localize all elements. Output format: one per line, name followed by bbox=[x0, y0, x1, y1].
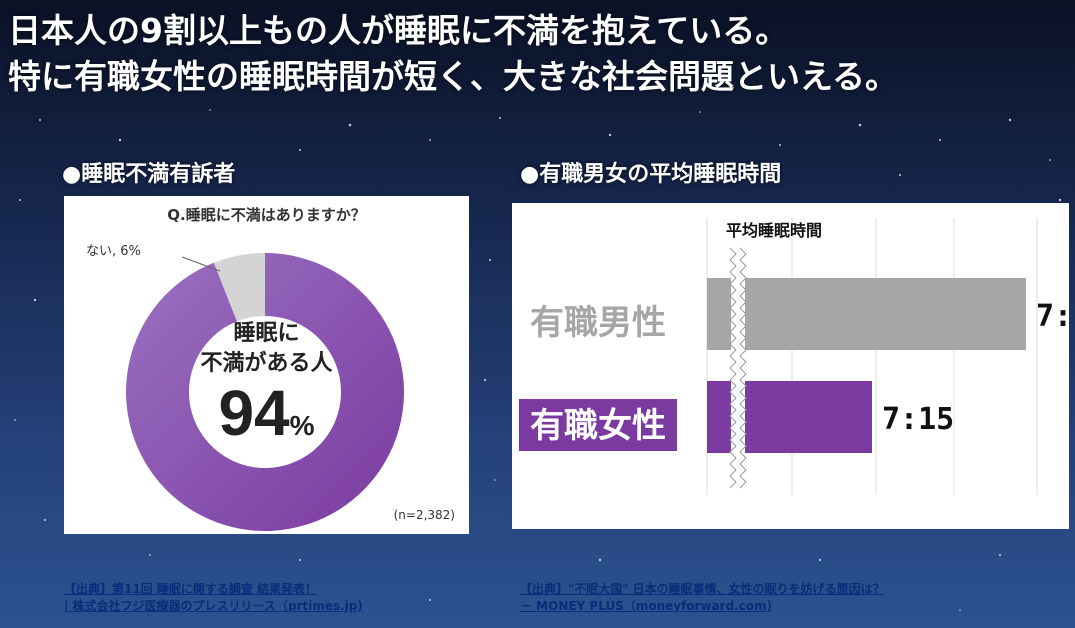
bar-chart: 有職男性 7:29 有職女性 7:15 平均睡眠時間 bbox=[519, 218, 1069, 495]
donut-chart bbox=[126, 253, 404, 531]
value-label-male: 7:29 bbox=[1036, 299, 1069, 334]
donut-hole bbox=[191, 318, 339, 466]
source-left-line-2[interactable]: | 株式会社フジ医療器のプレスリリース（prtimes.jp) bbox=[64, 599, 363, 613]
left-section-title: ●睡眠不満有訴者 bbox=[62, 162, 236, 187]
no-slice-label: ない, 6% bbox=[86, 244, 141, 259]
category-label-male: 有職男性 bbox=[530, 303, 666, 343]
donut-center-unit: % bbox=[289, 410, 315, 441]
source-citation-left[interactable]: 【出典】第11回 睡眠に関する調査 結果発表！ | 株式会社フジ医療器のプレスリ… bbox=[64, 581, 363, 615]
donut-slice-no bbox=[213, 253, 265, 322]
donut-slice-dissatisfied bbox=[126, 253, 404, 531]
source-right-line-1[interactable]: 【出典】"不眠大国" 日本の睡眠事情、女性の眠りを妨げる原因は？ bbox=[520, 582, 885, 596]
axis-break-zigzag-left bbox=[729, 247, 737, 489]
donut-chart-panel: Q.睡眠に不満はありますか？ ない, 6% 睡眠に 不満がある人 94% (n=… bbox=[64, 196, 469, 534]
headline-line-1: 日本人の9割以上もの人が睡眠に不満を抱えている。 bbox=[8, 11, 789, 50]
donut-center-value: 94 bbox=[218, 377, 290, 449]
bar-chart-panel: 有職男性 7:29 有職女性 7:15 平均睡眠時間 bbox=[512, 203, 1069, 529]
source-right-line-2[interactable]: － MONEY PLUS（moneyforward.com) bbox=[520, 599, 773, 613]
category-label-female: 有職女性 bbox=[530, 406, 666, 446]
axis-break-band bbox=[731, 248, 745, 485]
value-label-female: 7:15 bbox=[882, 402, 954, 437]
right-section-title: ●有職男女の平均睡眠時間 bbox=[520, 162, 782, 187]
donut-center-percent: 94% bbox=[64, 376, 469, 450]
survey-question: Q.睡眠に不満はありますか？ bbox=[167, 206, 366, 224]
headline: 日本人の9割以上もの人が睡眠に不満を抱えている。 特に有職女性の睡眠時間が短く、… bbox=[8, 8, 1068, 100]
source-left-line-1[interactable]: 【出典】第11回 睡眠に関する調査 結果発表！ bbox=[64, 582, 318, 596]
no-slice-leader-line bbox=[181, 256, 221, 272]
headline-line-2: 特に有職女性の睡眠時間が短く、大きな社会問題といえる。 bbox=[8, 57, 899, 96]
axis-break-zigzag-right bbox=[739, 247, 747, 489]
donut-center-line-2: 不満がある人 bbox=[200, 351, 333, 376]
category-label-bg-female bbox=[519, 399, 677, 451]
sample-size-label: (n=2,382) bbox=[393, 508, 455, 522]
axis-title: 平均睡眠時間 bbox=[726, 221, 822, 240]
bar-male bbox=[707, 278, 1026, 350]
donut-center-line-1: 睡眠に bbox=[233, 321, 300, 346]
source-citation-right[interactable]: 【出典】"不眠大国" 日本の睡眠事情、女性の眠りを妨げる原因は？ － MONEY… bbox=[520, 581, 885, 615]
